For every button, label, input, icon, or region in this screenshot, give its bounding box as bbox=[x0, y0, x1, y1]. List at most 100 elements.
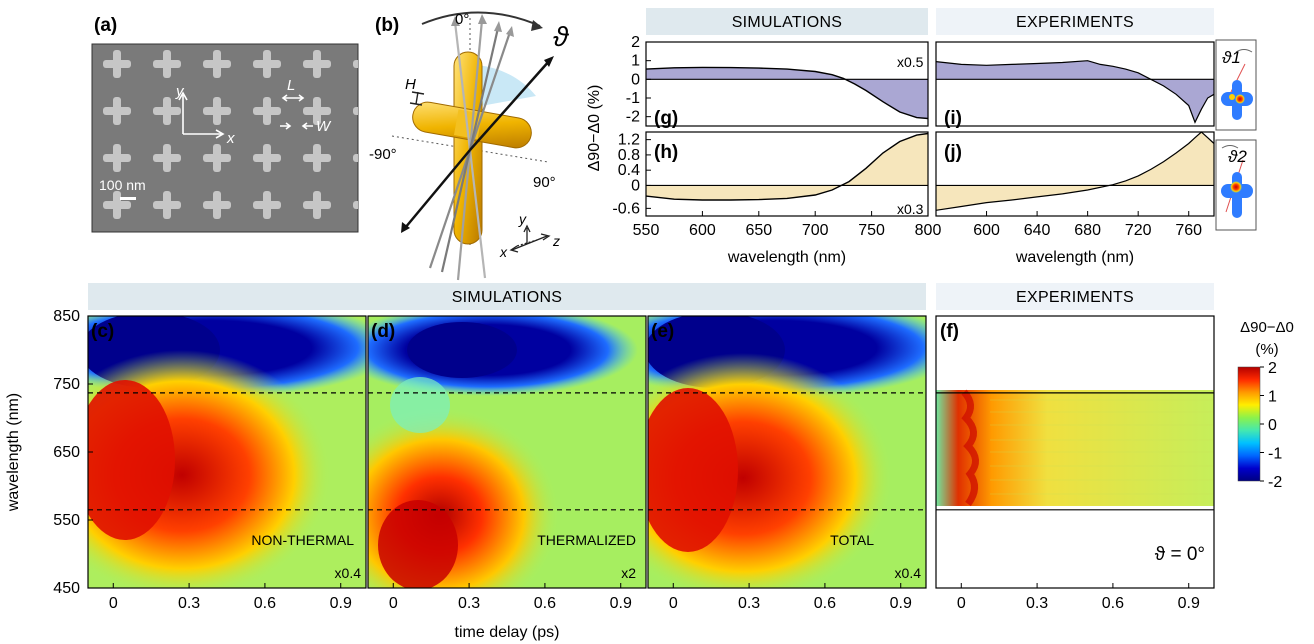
map-xtick-label-e-0: 0 bbox=[669, 595, 678, 612]
panel-label-e: (e) bbox=[651, 321, 674, 342]
spectrum-line-h bbox=[645, 132, 929, 201]
xtick-label-h-5: 800 bbox=[915, 222, 942, 239]
xtick-label-h-2: 650 bbox=[745, 222, 772, 239]
cb-tick-label-0: 2 bbox=[1268, 360, 1277, 377]
nanocross-schematic bbox=[391, 11, 554, 281]
header-exp-bottom-bg bbox=[936, 283, 1214, 310]
xtick-label-j-1: 640 bbox=[1024, 222, 1051, 239]
map-ytick-label-2: 650 bbox=[53, 444, 80, 461]
colorbar-ticks: 2 1 0 -1 -2 bbox=[1260, 360, 1282, 491]
heatmap-d bbox=[368, 316, 646, 588]
xtick-label-j-4: 760 bbox=[1175, 222, 1202, 239]
scale-note-h: x0.3 bbox=[897, 201, 924, 217]
ytick-label-h-1: 0.8 bbox=[618, 147, 640, 164]
xlabel-ij: wavelength (nm) bbox=[1015, 249, 1134, 266]
map-xtick-label-e-3: 0.9 bbox=[890, 595, 912, 612]
scale-bar-label: 100 nm bbox=[99, 177, 146, 193]
ytick-label-g-1: 1 bbox=[631, 53, 640, 70]
map-xtick-label-e-1: 0.3 bbox=[738, 595, 760, 612]
map-xtick-label-f-3: 0.9 bbox=[1178, 595, 1200, 612]
sem-y-label: y bbox=[175, 83, 185, 100]
ytick-label-h-3: 0 bbox=[631, 177, 640, 194]
spectrum-area-h bbox=[646, 133, 928, 200]
sem-W-label: W bbox=[316, 118, 332, 135]
map-ytick-label-1: 750 bbox=[53, 376, 80, 393]
map-label-e: TOTAL bbox=[830, 532, 874, 548]
spectrum-frame-g bbox=[645, 41, 929, 127]
angle-left: -90° bbox=[369, 146, 397, 163]
scale-note-g: x0.5 bbox=[897, 54, 924, 70]
map-xtick-label-c-2: 0.6 bbox=[254, 595, 276, 612]
header-exp-bottom: EXPERIMENTS bbox=[1016, 289, 1134, 306]
colorbar bbox=[1237, 366, 1261, 482]
theta-zero-label: ϑ = 0° bbox=[1155, 544, 1205, 565]
xtick-label-h-3: 700 bbox=[802, 222, 829, 239]
map-xtick-label-c-3: 0.9 bbox=[330, 595, 352, 612]
rotation-arrow bbox=[421, 11, 541, 27]
panel-label-h: (h) bbox=[654, 142, 678, 163]
axis-z-label: z bbox=[552, 233, 560, 249]
header-sim-top-bg bbox=[646, 8, 928, 35]
map-frame-f bbox=[935, 315, 1215, 589]
spectrum-line-i bbox=[935, 60, 1215, 124]
map-xtick-label-d-0: 0 bbox=[389, 595, 398, 612]
panel-label-c: (c) bbox=[91, 321, 114, 342]
ytick-label-h-0: 1.2 bbox=[618, 132, 640, 149]
scale-bar bbox=[120, 197, 136, 200]
xyz-axes bbox=[509, 224, 551, 253]
map-frame-e bbox=[647, 315, 927, 589]
horizontal-dotted-axis bbox=[391, 135, 549, 163]
spectrum-line-g bbox=[645, 66, 929, 120]
map-xtick-label-f-2: 0.6 bbox=[1102, 595, 1124, 612]
cb-tick-label-1: 1 bbox=[1268, 389, 1277, 406]
ylabel-maps: wavelength (nm) bbox=[5, 393, 22, 512]
sem-image bbox=[91, 43, 359, 233]
theta-symbol: ϑ bbox=[553, 21, 570, 52]
inset-i bbox=[1215, 39, 1257, 131]
sem-x-label: x bbox=[226, 130, 235, 147]
map-frame-d bbox=[367, 315, 647, 589]
inset-j-label: ϑ2 bbox=[1228, 147, 1247, 166]
ylabel-spectra: Δ90−Δ0 (%) bbox=[586, 85, 603, 172]
angle-right: 90° bbox=[533, 174, 556, 191]
scale-note-e: x0.4 bbox=[895, 565, 922, 581]
xtick-label-h-0: 550 bbox=[633, 222, 660, 239]
ytick-label-h-2: 0.4 bbox=[618, 162, 640, 179]
panel-label-i: (i) bbox=[944, 108, 962, 129]
panel-label-g: (g) bbox=[654, 108, 678, 129]
cb-tick-label-2: 0 bbox=[1268, 417, 1277, 434]
panel-label-a: (a) bbox=[94, 15, 117, 36]
spectrum-area-j bbox=[936, 132, 1214, 211]
spectrum-line-j bbox=[935, 131, 1215, 211]
ytick-label-g-0: 2 bbox=[631, 34, 640, 51]
cb-tick-label-4: -2 bbox=[1268, 474, 1282, 491]
map-xtick-label-d-2: 0.6 bbox=[534, 595, 556, 612]
panel-label-d: (d) bbox=[371, 321, 395, 342]
cb-tick-label-3: -1 bbox=[1268, 446, 1282, 463]
inset-j bbox=[1215, 139, 1257, 231]
sem-W-arrow bbox=[280, 122, 313, 130]
xtick-label-j-3: 720 bbox=[1125, 222, 1152, 239]
header-exp-top-bg bbox=[936, 8, 1214, 35]
map-label-d: THERMALIZED bbox=[537, 532, 636, 548]
ytick-label-g-4: -2 bbox=[626, 109, 640, 126]
ytick-label-g-2: 0 bbox=[631, 71, 640, 88]
map-xtick-label-c-0: 0 bbox=[109, 595, 118, 612]
panel-label-f: (f) bbox=[940, 321, 959, 342]
panel-label-b: (b) bbox=[375, 15, 399, 36]
xlabel-gh: wavelength (nm) bbox=[727, 249, 846, 266]
map-xtick-label-f-0: 0 bbox=[957, 595, 966, 612]
map-xtick-label-d-1: 0.3 bbox=[458, 595, 480, 612]
inset-i-label: ϑ1 bbox=[1222, 48, 1241, 67]
header-sim-bottom-bg bbox=[88, 283, 926, 310]
colorbar-title: Δ90−Δ0 bbox=[1240, 319, 1294, 336]
spectrum-frame-j bbox=[935, 131, 1215, 217]
map-xtick-label-d-3: 0.9 bbox=[610, 595, 632, 612]
ytick-label-h-4: -0.6 bbox=[612, 200, 640, 217]
heatmap-f bbox=[936, 316, 1214, 588]
map-xtick-label-f-1: 0.3 bbox=[1026, 595, 1048, 612]
header-sim-top: SIMULATIONS bbox=[732, 14, 843, 31]
header-exp-top: EXPERIMENTS bbox=[1016, 14, 1134, 31]
